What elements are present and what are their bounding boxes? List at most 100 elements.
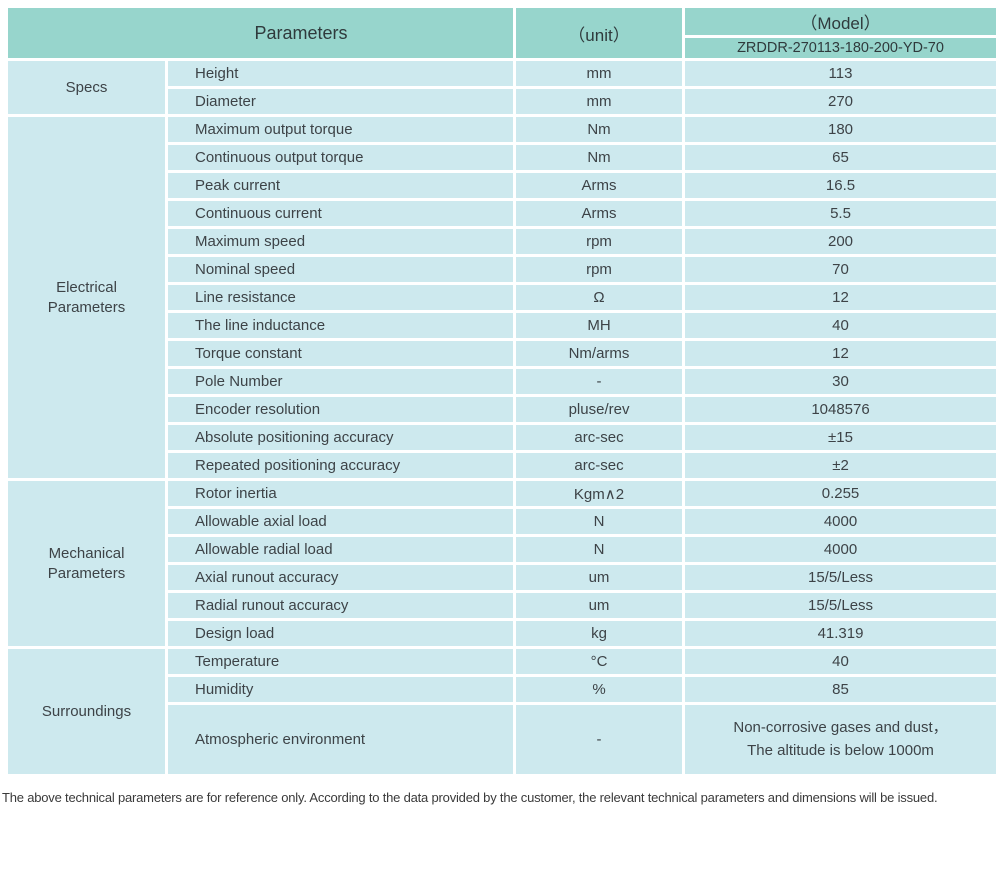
unit-cell: Arms (513, 170, 686, 201)
table-row: Diameter mm 270 (7, 86, 999, 117)
table-row: Mechanical Parameters Rotor inertia Kgm∧2 0… (5, 478, 999, 649)
group-cell: Mechanical Parameters (5, 478, 168, 649)
table-row: Repeated positioning accuracy arc-sec ±2 (7, 450, 999, 481)
unit-cell: arc-sec (513, 450, 686, 481)
table-row: Specs Height mm 113 (5, 58, 999, 117)
param-cell: Continuous current (164, 198, 517, 229)
table-row: Maximum speed rpm 200 (7, 226, 999, 257)
unit-cell: um (513, 562, 686, 593)
param-cell: Continuous output torque (164, 142, 517, 173)
model-header: （Model） (682, 5, 999, 38)
footnote: The above technical parameters are for r… (2, 790, 938, 805)
value-cell: 5.5 (682, 198, 999, 229)
param-cell: Radial runout accuracy (164, 590, 517, 621)
table-row: Continuous current Arms 5.5 (7, 198, 999, 229)
param-cell: Atmospheric environment (164, 702, 517, 777)
value-cell: Non-corrosive gases and dust， The altitu… (682, 702, 999, 777)
value-cell: ±15 (682, 422, 999, 453)
unit-cell: mm (513, 58, 686, 89)
param-cell: Rotor inertia (164, 478, 517, 509)
param-cell: Axial runout accuracy (164, 562, 517, 593)
table-row: Torque constant Nm/arms 12 (7, 338, 999, 369)
table-row: The line inductance MH 40 (7, 310, 999, 341)
param-cell: Pole Number (164, 366, 517, 397)
value-cell: 16.5 (682, 170, 999, 201)
param-cell: Maximum speed (164, 226, 517, 257)
unit-cell: Nm (513, 114, 686, 145)
unit-cell: - (513, 702, 686, 777)
table-row: Humidity% 85 (7, 674, 999, 705)
table-row: Axial runout accuracy um 15/5/Less (7, 562, 999, 593)
value-cell: 41.319 (682, 618, 999, 649)
param-cell: Peak current (164, 170, 517, 201)
value-cell: 113 (682, 58, 999, 89)
value-cell: 4000 (682, 534, 999, 565)
table-row: Radial runout accuracy um 15/5/Less (7, 590, 999, 621)
value-cell: 40 (682, 310, 999, 341)
table-row: Absolute positioning accuracy arc-sec ±15 (7, 422, 999, 453)
param-cell: Repeated positioning accuracy (164, 450, 517, 481)
value-cell: 65 (682, 142, 999, 173)
value-cell: 12 (682, 282, 999, 313)
param-cell: Temperature (164, 646, 517, 677)
table-row: Encoder resolution pluse/rev 1048576 (7, 394, 999, 425)
table-row: Surroundings Temperature °C 40 (5, 646, 999, 777)
unit-cell: rpm (513, 254, 686, 285)
param-cell: Line resistance (164, 282, 517, 313)
unit-cell: N (513, 534, 686, 565)
param-cell: Torque constant (164, 338, 517, 369)
value-cell: 4000 (682, 506, 999, 537)
table-row: Line resistance Ω 12 (7, 282, 999, 313)
table-row: Atmospheric environment - Non-corrosive ga… (7, 702, 999, 777)
unit-cell: - (513, 366, 686, 397)
param-cell: Nominal speed (164, 254, 517, 285)
value-cell: 270 (682, 86, 999, 117)
param-cell: Humidity (164, 674, 517, 705)
value-cell: 180 (682, 114, 999, 145)
value-cell: 200 (682, 226, 999, 257)
unit-cell: pluse/rev (513, 394, 686, 425)
unit-cell: Arms (513, 198, 686, 229)
parameters-header: Parameters (4, 5, 517, 61)
unit-cell: Nm (513, 142, 686, 173)
param-cell: Allowable radial load (164, 534, 517, 565)
value-cell: 15/5/Less (682, 590, 999, 621)
param-cell: Maximum output torque (164, 114, 517, 145)
unit-cell: kg (513, 618, 686, 649)
table-row: Design load kg 41.319 (7, 618, 999, 649)
value-cell: ±2 (682, 450, 999, 481)
group-cell: Specs (5, 58, 168, 117)
param-cell: Encoder resolution (164, 394, 517, 425)
parameters-table: Parameters （unit） （Model） ZRDDR-270113-1… (4, 5, 999, 777)
param-cell: Height (164, 58, 517, 89)
table-header: Parameters （unit） （Model） ZRDDR-270113-1… (4, 5, 999, 61)
param-cell: Absolute positioning accuracy (164, 422, 517, 453)
table-row: Continuous output torque Nm 65 (7, 142, 999, 173)
unit-cell: mm (513, 86, 686, 117)
value-cell: 15/5/Less (682, 562, 999, 593)
unit-cell: °C (513, 646, 686, 677)
table-row: Pole Number -30 (7, 366, 999, 397)
value-cell: 0.255 (682, 478, 999, 509)
param-cell: Diameter (164, 86, 517, 117)
value-cell: 1048576 (682, 394, 999, 425)
table-row: Nominal speed rpm 70 (7, 254, 999, 285)
param-cell: Allowable axial load (164, 506, 517, 537)
unit-cell: um (513, 590, 686, 621)
param-cell: Design load (164, 618, 517, 649)
unit-cell: N (513, 506, 686, 537)
unit-cell: MH (513, 310, 686, 341)
unit-cell: rpm (513, 226, 686, 257)
param-cell: The line inductance (164, 310, 517, 341)
unit-cell: % (513, 674, 686, 705)
table-row: Allowable radial load N 4000 (7, 534, 999, 565)
value-cell: 30 (682, 366, 999, 397)
unit-cell: arc-sec (513, 422, 686, 453)
value-cell: 70 (682, 254, 999, 285)
unit-cell: Ω (513, 282, 686, 313)
unit-cell: Kgm∧2 (513, 478, 686, 509)
value-cell: 40 (682, 646, 999, 677)
unit-cell: Nm/arms (513, 338, 686, 369)
table-row: Electrical Parameters Maximum output torq… (5, 114, 999, 481)
